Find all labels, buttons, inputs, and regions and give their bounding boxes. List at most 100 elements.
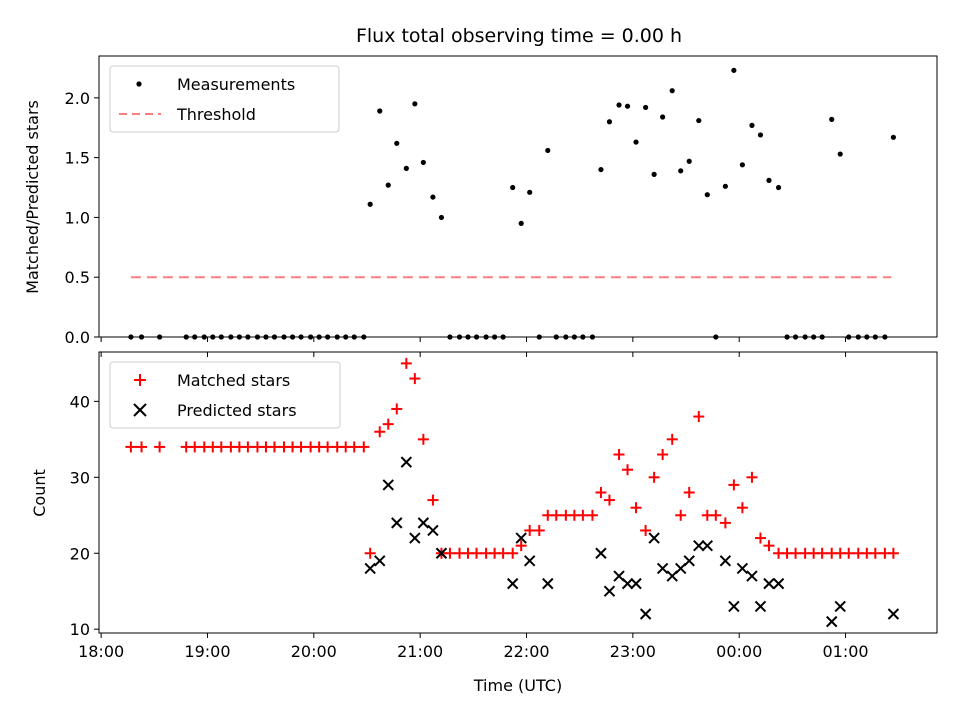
matched-star-point <box>444 547 456 559</box>
measurement-point <box>483 334 489 340</box>
predicted-legend-label: Predicted stars <box>177 401 297 420</box>
count-plot-frame <box>98 351 938 634</box>
measurement-point <box>837 151 843 157</box>
measurement-point <box>571 334 577 340</box>
predicted-star-point <box>621 577 634 590</box>
matched-star-point <box>736 502 748 514</box>
measurement-point <box>201 334 207 340</box>
matched-star-point <box>887 547 899 559</box>
predicted-star-point <box>639 608 652 620</box>
measurement-point <box>465 334 471 340</box>
count-x-tick-label: 21:00 <box>397 642 443 661</box>
measurement-point <box>325 334 331 340</box>
predicted-legend-marker <box>133 403 147 417</box>
measurement-point <box>872 334 878 340</box>
matched-star-point <box>125 441 137 453</box>
measurement-point <box>271 334 278 340</box>
predicted-star-point <box>887 608 900 620</box>
measurement-point <box>704 192 710 198</box>
count-legend-box <box>109 361 341 429</box>
measurement-point <box>210 334 216 340</box>
predicted-star-point <box>693 539 705 552</box>
predicted-star-point <box>427 524 439 537</box>
ratio-y-tick-label: 0.0 <box>65 328 90 347</box>
measurement-point <box>864 334 870 340</box>
measurement-point <box>633 139 639 145</box>
measurement-point <box>351 334 357 340</box>
predicted-star-point <box>400 456 413 468</box>
predicted-star-points <box>364 456 900 628</box>
measurements-legend-marker <box>136 81 142 87</box>
predicted-star-point <box>435 547 448 559</box>
ratio-y-label: Matched/Predicted stars <box>23 100 42 294</box>
measurement-point <box>784 334 790 340</box>
ratio-y-axis: 0.0 0.5 1.0 1.5 2.0 <box>65 89 99 347</box>
measurement-point <box>157 334 163 340</box>
matched-star-point <box>417 433 429 445</box>
measurement-point <box>254 334 261 340</box>
matched-star-point <box>816 547 828 559</box>
measurement-point <box>343 334 349 340</box>
predicted-star-point <box>595 547 607 559</box>
matched-star-point <box>666 433 678 445</box>
measurement-point <box>263 334 269 340</box>
matched-star-point <box>683 487 695 498</box>
predicted-star-point <box>728 600 740 613</box>
ratio-legend: Measurements Threshold <box>109 65 340 133</box>
measurement-point <box>766 177 772 183</box>
measurement-point <box>367 201 373 207</box>
measurement-point <box>281 334 287 340</box>
matched-star-point <box>763 540 775 552</box>
matched-star-point <box>675 509 687 521</box>
predicted-star-point <box>515 532 527 544</box>
matched-star-point <box>154 441 166 453</box>
measurement-point <box>686 158 692 164</box>
matched-star-point <box>497 547 509 559</box>
count-y-tick-label: 10 <box>70 620 90 639</box>
matched-star-point <box>550 509 562 521</box>
measurement-point <box>138 334 145 340</box>
measurement-point <box>775 184 782 191</box>
count-x-tick-label: 23:00 <box>610 642 656 661</box>
measurement-point <box>616 102 622 108</box>
count-x-tick-label: 01:00 <box>822 642 868 661</box>
predicted-star-point <box>834 600 846 613</box>
matched-star-point <box>524 524 536 536</box>
measurement-point <box>660 114 666 120</box>
count-x-tick-label: 00:00 <box>716 642 762 661</box>
measurement-point <box>624 103 631 109</box>
predicted-star-point <box>719 555 732 567</box>
matched-star-point <box>595 487 607 498</box>
measurement-point <box>308 334 314 340</box>
count-y-tick-label: 20 <box>70 544 90 563</box>
count-x-tick-label: 18:00 <box>78 642 124 661</box>
predicted-star-point <box>648 532 660 544</box>
predicted-star-point <box>656 562 669 575</box>
ratio-legend-box <box>109 65 340 133</box>
matched-star-point <box>189 441 201 453</box>
measurement-point <box>192 334 198 340</box>
measurement-point <box>829 116 835 122</box>
measurement-point <box>882 334 888 340</box>
matched-star-point <box>471 547 483 559</box>
count-y-tick-label: 30 <box>70 468 90 487</box>
measurement-point <box>731 67 737 73</box>
measurement-point <box>536 334 542 340</box>
matched-star-points <box>125 357 899 559</box>
measurement-point <box>377 108 383 114</box>
measurement-point <box>128 334 134 340</box>
matched-star-point <box>136 441 148 453</box>
matched-legend-label: Matched stars <box>177 371 290 390</box>
measurement-point <box>394 140 400 146</box>
matched-star-point <box>693 411 705 423</box>
measurement-point <box>846 334 852 340</box>
matched-star-point <box>869 547 881 559</box>
matched-star-point <box>640 524 652 536</box>
ratio-x-ticks <box>100 337 847 357</box>
measurement-point <box>245 334 251 340</box>
matched-star-point <box>622 464 634 476</box>
ratio-y-tick-label: 1.5 <box>65 149 90 168</box>
predicted-star-point <box>763 577 775 590</box>
predicted-star-point <box>506 577 519 590</box>
